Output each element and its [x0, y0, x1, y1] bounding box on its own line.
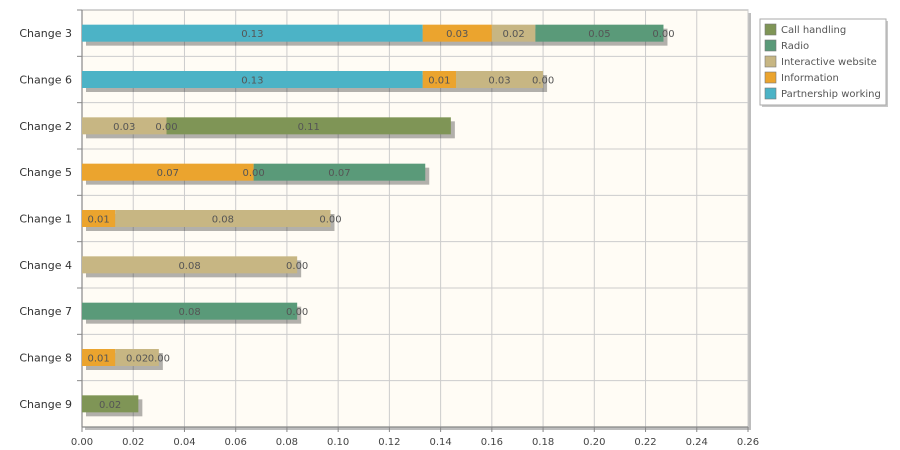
data-label: 0.00: [148, 354, 170, 365]
bar-segment: [455, 71, 544, 88]
bar-segment: [422, 71, 456, 88]
legend: [759, 18, 887, 106]
data-label: 0.03: [446, 29, 468, 40]
data-label: 0.11: [298, 122, 320, 133]
x-tick-label: 0.02: [122, 437, 144, 448]
bar-segment: [535, 24, 664, 42]
data-label: 0.07: [328, 168, 350, 179]
x-tick-label: 0.26: [737, 437, 759, 448]
data-label: 0.00: [155, 122, 177, 133]
bar-segment: [82, 349, 116, 366]
legend-swatch: [764, 39, 777, 52]
data-label: 0.07: [157, 168, 179, 179]
bar-segment: [82, 210, 116, 227]
legend-label: Partnership working: [781, 89, 881, 100]
legend-swatch: [764, 23, 777, 36]
data-label: 0.02: [502, 29, 524, 40]
bar-segment: [82, 256, 298, 274]
bar-segment: [82, 395, 139, 413]
category-label: Change 5: [19, 166, 72, 179]
data-label: 0.13: [241, 29, 263, 40]
data-label: 0.00: [286, 307, 308, 318]
category-label: Change 1: [19, 213, 72, 226]
bar-segment: [82, 163, 254, 181]
bar-segment: [115, 349, 159, 366]
x-tick-label: 0.18: [532, 437, 554, 448]
bar-segment: [82, 24, 423, 42]
bar-segment: [82, 117, 167, 135]
data-label: 0.08: [212, 215, 234, 226]
category-label: Change 2: [19, 120, 72, 133]
x-tick-label: 0.00: [71, 437, 93, 448]
x-tick-label: 0.22: [634, 437, 656, 448]
legend-swatch: [764, 55, 777, 68]
data-label: 0.02: [126, 354, 148, 365]
data-label: 0.03: [113, 122, 135, 133]
bar-segment: [82, 71, 423, 88]
data-label: 0.00: [532, 76, 554, 87]
x-tick-label: 0.14: [429, 437, 451, 448]
bar-segment: [253, 163, 426, 181]
x-tick-label: 0.20: [583, 437, 605, 448]
data-label: 0.01: [88, 354, 110, 365]
data-label: 0.00: [652, 29, 674, 40]
data-label: 0.08: [178, 307, 200, 318]
bar-segment: [115, 210, 331, 227]
bar-segment: [422, 24, 492, 42]
legend-label: Interactive website: [781, 57, 877, 68]
legend-label: Radio: [781, 41, 809, 52]
x-tick-label: 0.04: [173, 437, 195, 448]
x-tick-label: 0.24: [686, 437, 708, 448]
x-tick-label: 0.08: [276, 437, 298, 448]
category-label: Change 4: [19, 259, 72, 272]
data-label: 0.05: [588, 29, 610, 40]
bar-segment: [491, 24, 536, 42]
legend-swatch: [764, 87, 777, 100]
category-label: Change 6: [19, 74, 72, 87]
data-label: 0.03: [488, 76, 510, 87]
data-label: 0.01: [428, 76, 450, 87]
x-tick-label: 0.06: [225, 437, 247, 448]
data-label: 0.08: [178, 261, 200, 272]
x-tick-label: 0.10: [327, 437, 349, 448]
category-label: Change 3: [19, 27, 72, 40]
bar-segment: [82, 302, 298, 320]
data-label: 0.02: [99, 400, 121, 411]
data-label: 0.00: [319, 215, 341, 226]
x-tick-label: 0.12: [378, 437, 400, 448]
bar-segment: [166, 117, 451, 135]
data-label: 0.00: [286, 261, 308, 272]
x-tick-label: 0.16: [481, 437, 503, 448]
legend-swatch: [764, 71, 777, 84]
data-label: 0.13: [241, 76, 263, 87]
legend-label: Information: [781, 73, 839, 84]
legend-label: Call handling: [781, 25, 846, 36]
category-label: Change 9: [19, 398, 72, 411]
data-label: 0.00: [242, 168, 264, 179]
category-label: Change 7: [19, 305, 72, 318]
data-label: 0.01: [88, 215, 110, 226]
category-label: Change 8: [19, 352, 72, 365]
